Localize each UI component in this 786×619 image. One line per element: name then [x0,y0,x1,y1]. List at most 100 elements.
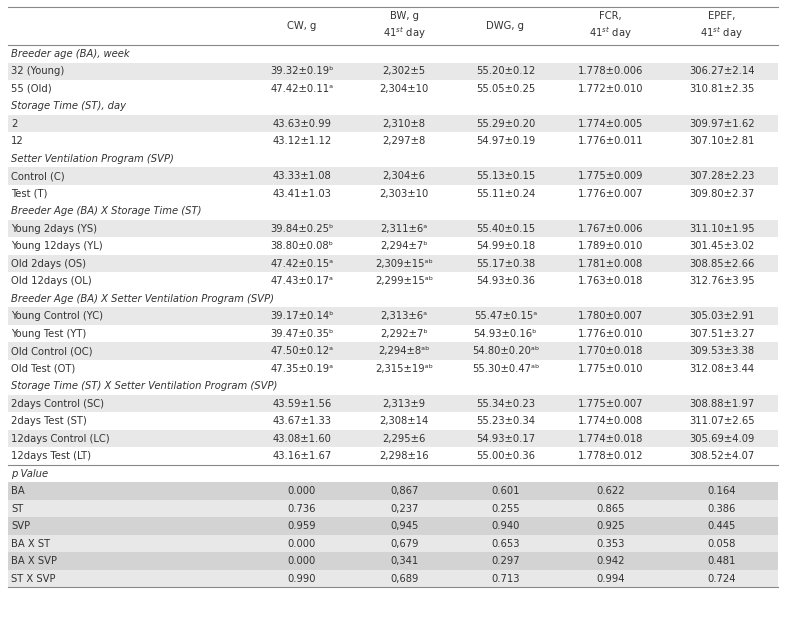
Text: 55.30±0.47ᵃᵇ: 55.30±0.47ᵃᵇ [472,364,539,374]
Text: Young Control (YC): Young Control (YC) [11,311,103,321]
Text: 0,237: 0,237 [390,504,418,514]
Text: Breeder age (BA), week: Breeder age (BA), week [11,49,130,59]
Bar [8,395,778,412]
Text: 55.00±0.36: 55.00±0.36 [476,451,535,461]
Text: 307.28±2.23: 307.28±2.23 [689,171,755,181]
Text: 0.653: 0.653 [491,539,520,549]
Text: 312.76±3.95: 312.76±3.95 [689,276,755,286]
Text: BA X ST: BA X ST [11,539,50,549]
Text: 307.10±2.81: 307.10±2.81 [689,136,755,146]
Text: Storage Time (ST), day: Storage Time (ST), day [11,102,126,111]
Text: 2,294±8ᵃᵇ: 2,294±8ᵃᵇ [378,346,430,357]
Text: 0.000: 0.000 [288,487,316,496]
Text: 43.33±1.08: 43.33±1.08 [273,171,331,181]
Bar [8,220,778,238]
Text: 0.994: 0.994 [597,574,625,584]
Text: 309.80±2.37: 309.80±2.37 [689,189,755,199]
Text: 39.47±0.35ᵇ: 39.47±0.35ᵇ [270,329,333,339]
Text: 0.353: 0.353 [597,539,625,549]
Text: 1.789±0.010: 1.789±0.010 [578,241,643,251]
Text: 2: 2 [11,119,17,129]
Text: Breeder Age (BA) X Setter Ventilation Program (SVP): Breeder Age (BA) X Setter Ventilation Pr… [11,294,274,304]
Text: 43.41±1.03: 43.41±1.03 [272,189,331,199]
Text: 0.622: 0.622 [597,487,625,496]
Text: 2,295±6: 2,295±6 [383,434,426,444]
Text: 2,313±6ᵃ: 2,313±6ᵃ [380,311,428,321]
Text: 0.990: 0.990 [288,574,316,584]
Text: 43.67±1.33: 43.67±1.33 [272,416,331,426]
Text: 1.767±0.006: 1.767±0.006 [578,223,643,234]
Text: 2,297±8: 2,297±8 [383,136,426,146]
Text: SVP: SVP [11,521,30,531]
Text: 54.99±0.18: 54.99±0.18 [476,241,535,251]
Text: 43.59±1.56: 43.59±1.56 [272,399,332,409]
Bar [8,570,778,587]
Text: 311.07±2.65: 311.07±2.65 [689,416,755,426]
Text: EPEF,
41$^{st}$ day: EPEF, 41$^{st}$ day [700,11,744,41]
Text: Young 2days (YS): Young 2days (YS) [11,223,97,234]
Text: 54.93±0.17: 54.93±0.17 [476,434,535,444]
Text: 47.43±0.17ᵃ: 47.43±0.17ᵃ [270,276,333,286]
Text: 0.000: 0.000 [288,539,316,549]
Text: Old 2days (OS): Old 2days (OS) [11,259,86,269]
Text: 47.42±0.11ᵃ: 47.42±0.11ᵃ [270,84,333,93]
Bar [8,63,778,80]
Text: 55.47±0.15ᵃ: 55.47±0.15ᵃ [474,311,537,321]
Text: 2,304±10: 2,304±10 [380,84,429,93]
Text: Old Control (OC): Old Control (OC) [11,346,93,357]
Text: Control (C): Control (C) [11,171,64,181]
Text: 0.297: 0.297 [491,556,520,566]
Text: 38.80±0.08ᵇ: 38.80±0.08ᵇ [270,241,333,251]
Bar [8,517,778,535]
Text: 43.08±1.60: 43.08±1.60 [272,434,331,444]
Text: 301.45±3.02: 301.45±3.02 [689,241,755,251]
Text: 0.601: 0.601 [491,487,520,496]
Text: 47.42±0.15ᵃ: 47.42±0.15ᵃ [270,259,333,269]
Text: 2,303±10: 2,303±10 [380,189,429,199]
Text: 2,309±15ᵃᵇ: 2,309±15ᵃᵇ [375,259,433,269]
Text: 1.775±0.009: 1.775±0.009 [578,171,643,181]
Text: 0.164: 0.164 [707,487,736,496]
Text: 54.97±0.19: 54.97±0.19 [476,136,535,146]
Text: Setter Ventilation Program (SVP): Setter Ventilation Program (SVP) [11,154,174,164]
Text: FCR,
41$^{st}$ day: FCR, 41$^{st}$ day [590,11,632,41]
Text: 305.69±4.09: 305.69±4.09 [689,434,755,444]
Text: 55.17±0.38: 55.17±0.38 [476,259,535,269]
Text: 43.63±0.99: 43.63±0.99 [272,119,331,129]
Text: 2,304±6: 2,304±6 [383,171,426,181]
Text: 1.774±0.018: 1.774±0.018 [578,434,643,444]
Text: 0.386: 0.386 [707,504,736,514]
Text: 0,867: 0,867 [390,487,418,496]
Text: 12days Control (LC): 12days Control (LC) [11,434,109,444]
Text: 47.35±0.19ᵃ: 47.35±0.19ᵃ [270,364,333,374]
Text: 0,945: 0,945 [390,521,418,531]
Text: Breeder Age (BA) X Storage Time (ST): Breeder Age (BA) X Storage Time (ST) [11,206,201,216]
Text: 12days Test (LT): 12days Test (LT) [11,451,91,461]
Text: 307.51±3.27: 307.51±3.27 [689,329,755,339]
Text: p Value: p Value [11,469,48,478]
Text: 54.93±0.36: 54.93±0.36 [476,276,535,286]
Text: 1.776±0.007: 1.776±0.007 [578,189,643,199]
Text: ST X SVP: ST X SVP [11,574,56,584]
Text: 312.08±3.44: 312.08±3.44 [689,364,755,374]
Text: DWG, g: DWG, g [487,21,524,31]
Text: 55.13±0.15: 55.13±0.15 [476,171,535,181]
Text: 54.80±0.20ᵃᵇ: 54.80±0.20ᵃᵇ [472,346,539,357]
Bar [8,535,778,553]
Text: 2days Test (ST): 2days Test (ST) [11,416,86,426]
Text: 0,689: 0,689 [390,574,418,584]
Text: 0.255: 0.255 [491,504,520,514]
Text: CW, g: CW, g [287,21,317,31]
Text: BA: BA [11,487,24,496]
Text: 55.40±0.15: 55.40±0.15 [476,223,535,234]
Text: 309.53±3.38: 309.53±3.38 [689,346,755,357]
Bar [8,500,778,517]
Text: 310.81±2.35: 310.81±2.35 [689,84,755,93]
Text: 0.736: 0.736 [288,504,316,514]
Text: BA X SVP: BA X SVP [11,556,57,566]
Bar [8,255,778,272]
Bar [8,115,778,132]
Text: 1.776±0.010: 1.776±0.010 [578,329,643,339]
Text: Young Test (YT): Young Test (YT) [11,329,86,339]
Text: 55.05±0.25: 55.05±0.25 [476,84,535,93]
